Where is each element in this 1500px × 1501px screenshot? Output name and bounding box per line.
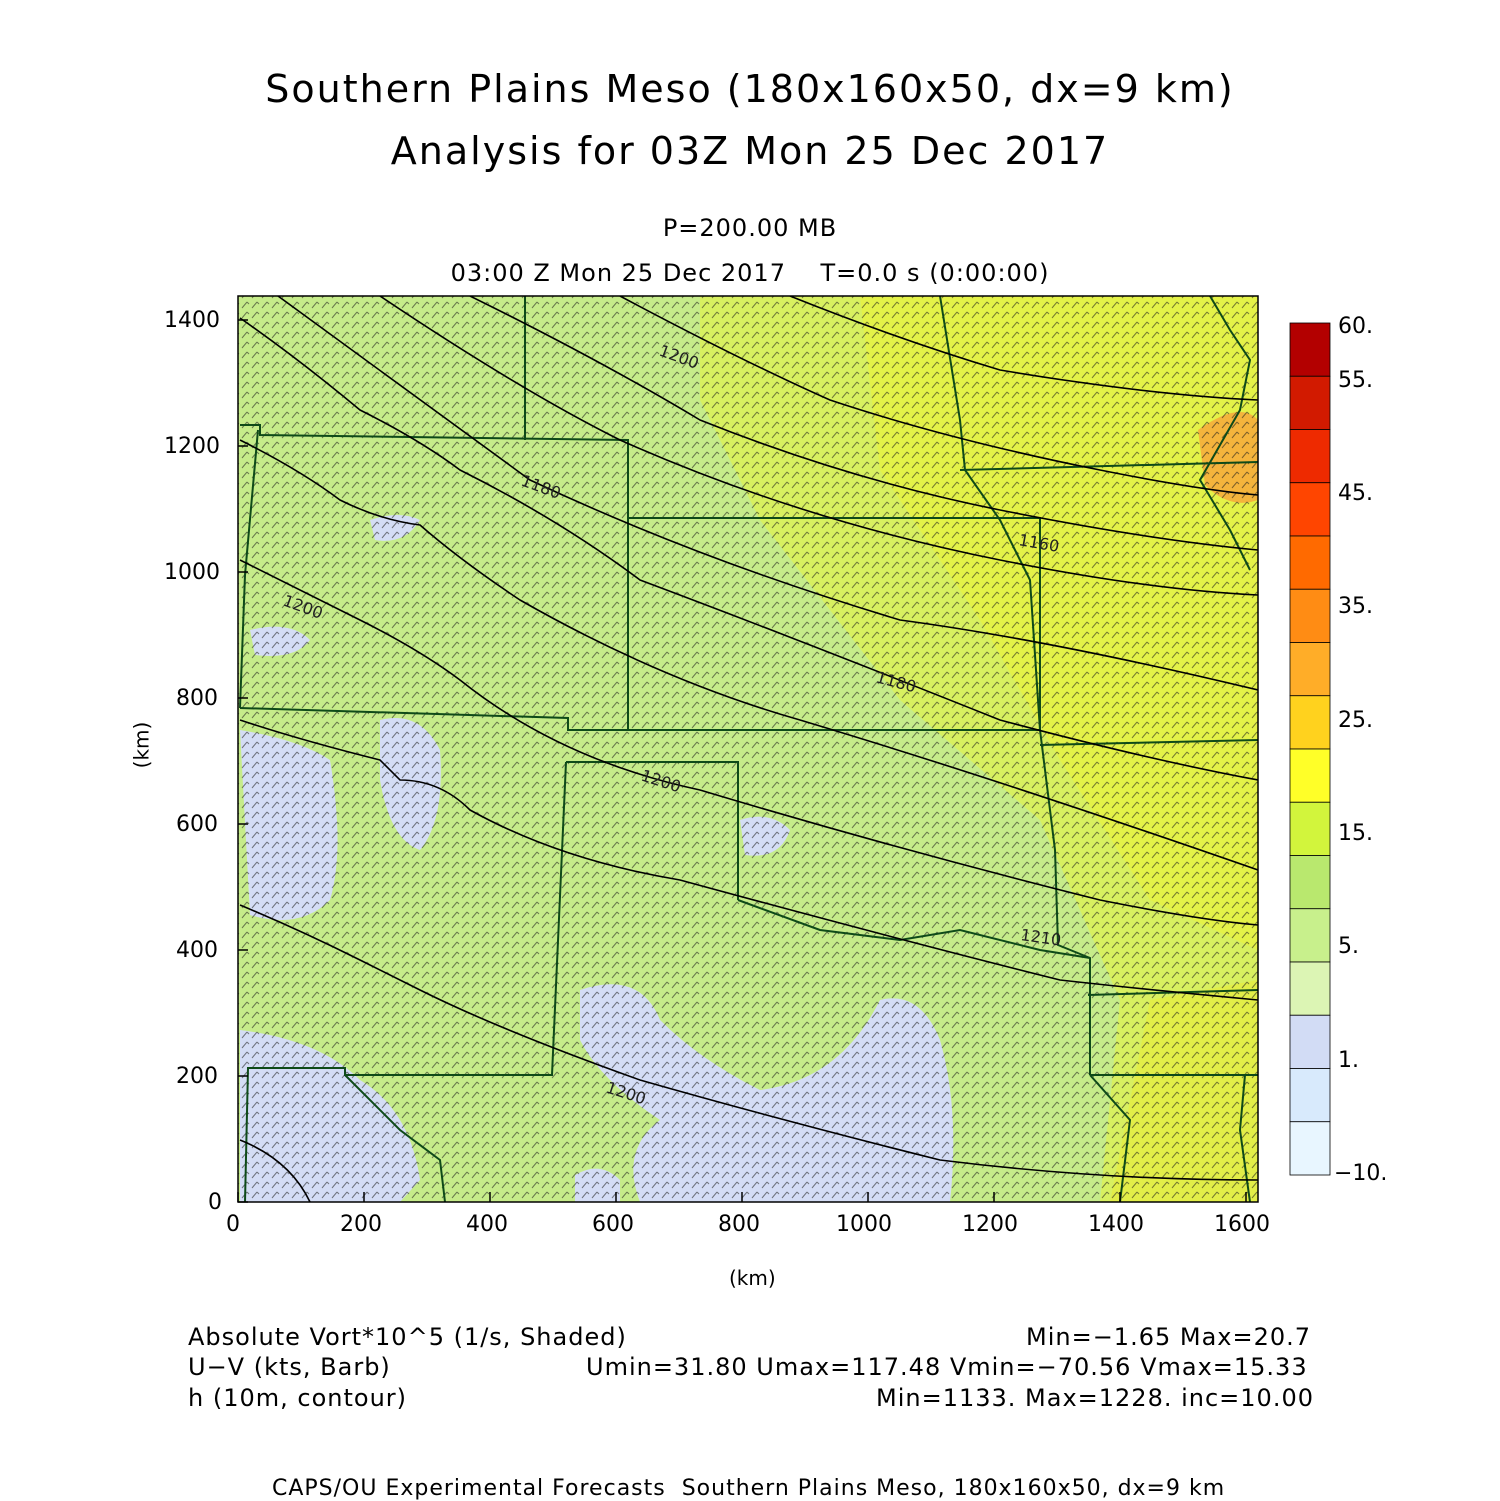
colorbar-swatch xyxy=(1289,482,1331,537)
x-tick-label: 400 xyxy=(466,1212,508,1237)
colorbar-swatch xyxy=(1289,908,1331,963)
x-tick-label: 1200 xyxy=(962,1212,1018,1237)
colorbar-label: 45. xyxy=(1338,481,1373,506)
height-contours xyxy=(239,296,1258,1202)
x-axis-label: (km) xyxy=(729,1266,776,1290)
field3-name: h (10m, contour) xyxy=(188,1384,408,1412)
colorbar-swatch xyxy=(1289,588,1331,643)
field2-name: U−V (kts, Barb) xyxy=(188,1353,391,1381)
y-tick-label: 1200 xyxy=(164,434,220,459)
x-tick-label: 200 xyxy=(340,1212,382,1237)
y-tick-label: 1400 xyxy=(164,308,220,333)
colorbar-label: −10. xyxy=(1334,1161,1388,1186)
colorbar-swatch xyxy=(1289,961,1331,1016)
field2-stats: Umin=31.80 Umax=117.48 Vmin=−70.56 Vmax=… xyxy=(586,1353,1308,1381)
y-axis-label: (km) xyxy=(129,721,154,769)
vorticity-shading xyxy=(238,296,1258,1202)
footer-credit: CAPS/OU Experimental Forecasts Southern … xyxy=(272,1476,1226,1501)
colorbar-label: 55. xyxy=(1338,368,1373,393)
pressure-level: P=200.00 MB xyxy=(662,214,838,242)
colorbar-label: 5. xyxy=(1338,934,1359,959)
colorbar-swatch xyxy=(1289,322,1331,377)
x-tick-label: 1400 xyxy=(1088,1212,1144,1237)
y-tick-label: 400 xyxy=(176,938,218,963)
colorbar-label: 1. xyxy=(1338,1048,1359,1073)
x-tick-label: 800 xyxy=(718,1212,760,1237)
axis-ticks xyxy=(237,319,1247,1203)
colorbar-swatch xyxy=(1289,1068,1331,1123)
field1-name: Absolute Vort*10^5 (1/s, Shaded) xyxy=(188,1323,627,1351)
colorbar xyxy=(1289,322,1331,1176)
colorbar-swatch xyxy=(1289,375,1331,430)
colorbar-swatch xyxy=(1289,1121,1331,1176)
x-tick-label: 1600 xyxy=(1214,1212,1270,1237)
colorbar-swatch xyxy=(1289,535,1331,590)
contour-labels: 1200 1160 1180 1200 1180 1200 1210 1200 xyxy=(281,341,1063,1108)
y-tick-label: 1000 xyxy=(164,560,220,585)
colorbar-swatch xyxy=(1289,642,1331,697)
plot-frame xyxy=(237,295,1259,1203)
valid-time: 03:00 Z Mon 25 Dec 2017 T=0.0 s (0:00:00… xyxy=(450,259,1050,287)
x-tick-label: 0 xyxy=(226,1212,240,1237)
colorbar-label: 60. xyxy=(1338,314,1373,339)
colorbar-swatch xyxy=(1289,695,1331,750)
colorbar-label: 25. xyxy=(1338,708,1373,733)
colorbar-swatch xyxy=(1289,1014,1331,1069)
y-tick-label: 200 xyxy=(176,1064,218,1089)
field3-stats: Min=1133. Max=1228. inc=10.00 xyxy=(876,1384,1314,1412)
colorbar-swatch xyxy=(1289,801,1331,856)
state-boundaries xyxy=(239,296,1258,1202)
colorbar-swatch xyxy=(1289,855,1331,910)
y-tick-label: 600 xyxy=(176,812,218,837)
x-tick-label: 1000 xyxy=(836,1212,892,1237)
title-line-1: Southern Plains Meso (180x160x50, dx=9 k… xyxy=(265,67,1235,111)
title-line-2: Analysis for 03Z Mon 25 Dec 2017 xyxy=(390,129,1110,173)
x-tick-label: 600 xyxy=(592,1212,634,1237)
field1-stats: Min=−1.65 Max=20.7 xyxy=(1026,1323,1312,1351)
colorbar-label: 15. xyxy=(1338,821,1373,846)
colorbar-label: 35. xyxy=(1338,594,1373,619)
y-tick-label: 0 xyxy=(208,1190,222,1215)
colorbar-swatch xyxy=(1289,429,1331,484)
colorbar-swatch xyxy=(1289,748,1331,803)
y-tick-label: 800 xyxy=(176,686,218,711)
